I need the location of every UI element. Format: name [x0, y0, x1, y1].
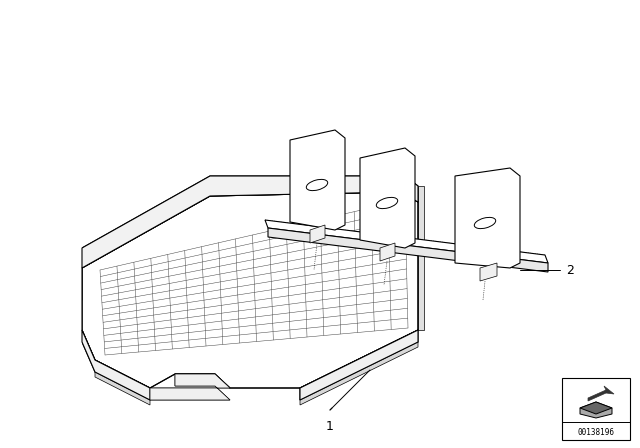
Text: 1: 1	[326, 420, 334, 433]
Polygon shape	[0, 0, 82, 448]
Polygon shape	[78, 268, 82, 302]
Polygon shape	[82, 192, 418, 388]
Polygon shape	[265, 220, 548, 263]
Polygon shape	[82, 176, 418, 268]
Polygon shape	[360, 148, 415, 248]
Polygon shape	[380, 243, 395, 261]
Polygon shape	[82, 176, 418, 268]
Polygon shape	[300, 342, 418, 405]
Ellipse shape	[474, 217, 496, 228]
Bar	[562, 378, 630, 440]
Polygon shape	[75, 248, 82, 330]
Polygon shape	[82, 330, 150, 400]
Ellipse shape	[307, 179, 328, 190]
Polygon shape	[150, 374, 230, 400]
Polygon shape	[0, 0, 640, 170]
Polygon shape	[95, 372, 150, 405]
Polygon shape	[455, 168, 520, 268]
Ellipse shape	[376, 198, 397, 209]
Polygon shape	[290, 130, 345, 230]
Polygon shape	[310, 225, 325, 243]
Polygon shape	[268, 228, 548, 272]
Polygon shape	[588, 390, 606, 401]
Polygon shape	[580, 402, 612, 414]
Text: 00138196: 00138196	[577, 427, 614, 436]
Polygon shape	[150, 374, 230, 400]
Polygon shape	[418, 186, 424, 330]
Polygon shape	[82, 330, 150, 400]
Polygon shape	[480, 263, 497, 281]
Polygon shape	[300, 330, 418, 400]
Polygon shape	[604, 386, 614, 394]
Polygon shape	[580, 402, 612, 418]
Polygon shape	[300, 330, 418, 400]
Text: 2: 2	[566, 263, 574, 276]
